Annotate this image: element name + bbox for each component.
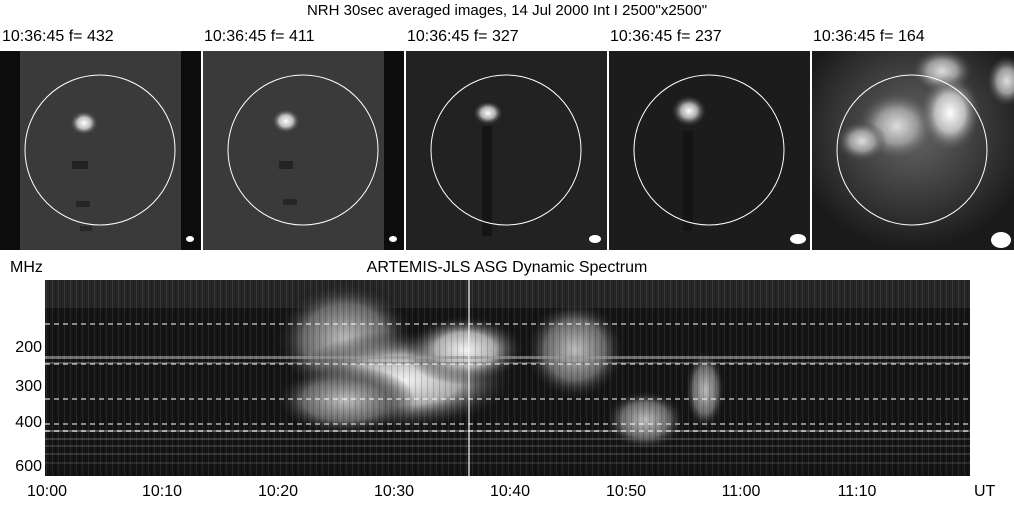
radio-image-panel-432 <box>0 51 201 250</box>
radio-image-panel-164 <box>812 51 1014 250</box>
x-tick-1040: 10:40 <box>489 483 531 500</box>
panel-label-411: 10:36:45 f= 411 <box>204 28 315 45</box>
x-tick-1000: 10:00 <box>26 483 68 500</box>
figure-title: NRH 30sec averaged images, 14 Jul 2000 I… <box>306 2 708 19</box>
y-tick-200: 200 <box>15 339 42 356</box>
y-tick-300: 300 <box>15 378 42 395</box>
radio-image-panel-237 <box>609 51 810 250</box>
x-tick-1050: 10:50 <box>605 483 647 500</box>
radio-image-panel-411 <box>203 51 404 250</box>
x-tick-1030: 10:30 <box>373 483 415 500</box>
x-tick-1110: 11:10 <box>837 483 877 500</box>
spectrum-title: ARTEMIS-JLS ASG Dynamic Spectrum <box>366 259 648 276</box>
y-tick-400: 400 <box>15 414 42 431</box>
panel-label-237: 10:36:45 f= 237 <box>610 28 722 45</box>
y-axis-unit: MHz <box>10 259 43 276</box>
x-tick-1020: 10:20 <box>257 483 299 500</box>
panel-label-432: 10:36:45 f= 432 <box>2 28 114 45</box>
y-tick-600: 600 <box>15 458 42 475</box>
x-tick-1010: 10:10 <box>141 483 183 500</box>
x-tick-1100: 11:00 <box>721 483 761 500</box>
radio-image-panel-327 <box>406 51 607 250</box>
dynamic-spectrum <box>45 280 970 476</box>
x-axis-unit: UT <box>974 483 996 500</box>
panel-label-164: 10:36:45 f= 164 <box>813 28 925 45</box>
panel-label-327: 10:36:45 f= 327 <box>407 28 519 45</box>
